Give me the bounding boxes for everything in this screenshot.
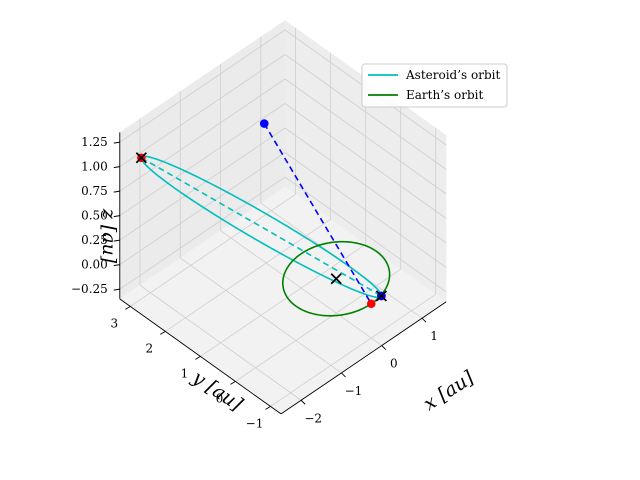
z-tick-2 — [113, 239, 120, 242]
legend: Asteroid’s orbit Earth’s orbit — [361, 63, 508, 108]
grid-z-back-2 — [119, 127, 286, 241]
dot-marker-2 — [366, 299, 376, 309]
grid-z-side-5 — [284, 54, 447, 170]
axis-lines — [113, 132, 447, 415]
x-tick-label-3: 1 — [430, 329, 438, 343]
series-line-earth-orbit — [281, 240, 391, 317]
grid-z-side-0 — [284, 176, 447, 293]
z-tick-4 — [113, 190, 120, 193]
x-tick-2 — [381, 345, 387, 350]
x-marker-stroke-b-0 — [330, 273, 342, 285]
x-tick-3 — [421, 317, 427, 323]
grid-z-side-1 — [284, 152, 447, 268]
grid-y-floor-0 — [270, 293, 436, 407]
y-tick-label-0: −1 — [246, 416, 264, 430]
data-layer — [135, 119, 391, 317]
grid-y-floor-2 — [200, 243, 366, 357]
z-tick-3 — [113, 215, 120, 218]
z-tick-5 — [113, 166, 120, 169]
grid-z-back-0 — [119, 176, 286, 290]
grid-lines — [119, 27, 447, 407]
grid-z-back-6 — [119, 29, 286, 143]
grid-y-floor-1 — [235, 268, 401, 382]
z-tick-label-2: 0.25 — [81, 233, 108, 247]
x-tick-label-2: 0 — [390, 357, 398, 371]
legend-label-asteroid: Asteroid’s orbit — [405, 68, 500, 82]
z-tick-0 — [113, 288, 120, 291]
dashed-line-1 — [263, 123, 372, 305]
x-tick-label-0: −2 — [304, 411, 322, 425]
legend-label-earth: Earth’s orbit — [406, 88, 483, 102]
x-tick-0 — [300, 399, 306, 405]
y-tick-3 — [160, 331, 166, 335]
grid-y-floor-4 — [130, 193, 296, 307]
dot-marker-3 — [259, 119, 269, 128]
grid-z-back-5 — [119, 54, 286, 167]
legend-frame — [361, 63, 508, 108]
z-tick-label-3: 0.50 — [81, 209, 108, 223]
z-tick-label-5: 1.00 — [81, 160, 108, 174]
y-tick-1 — [230, 381, 236, 385]
y-tick-label-1: 0 — [216, 391, 224, 405]
grid-z-back-3 — [119, 103, 286, 216]
x-marker-0 — [330, 273, 342, 285]
x-tick-1 — [341, 372, 346, 378]
x-axis-label: x [au] — [420, 366, 479, 415]
grid-z-back-4 — [119, 78, 286, 192]
x-marker-1 — [135, 152, 147, 164]
z-tick-label-1: 0.00 — [81, 258, 108, 272]
y-axis-line — [119, 298, 282, 415]
x-axis-line — [280, 301, 447, 415]
tick-labels: −2 −1 0 1 −1 0 1 2 3 −0.25 0.00 0.25 0.50 0.75 1.00 1.2… — [71, 135, 438, 430]
z-tick-label-0: −0.25 — [71, 282, 108, 296]
x-tick-label-1: −1 — [345, 384, 363, 398]
z-axis-label: z [au] — [98, 208, 120, 264]
z-tick-6 — [113, 141, 120, 144]
x-marker-stroke-b-2 — [375, 290, 388, 302]
grid-z-back-1 — [119, 152, 286, 265]
z-tick-1 — [113, 264, 120, 267]
x-marker-stroke-b-1 — [135, 152, 147, 164]
y-tick-label-2: 1 — [181, 366, 189, 380]
z-tick-label-4: 0.75 — [81, 184, 108, 198]
x-marker-2 — [375, 290, 388, 302]
y-tick-0 — [265, 406, 271, 410]
grid-z-side-2 — [284, 127, 447, 244]
grid-z-side-4 — [284, 78, 447, 195]
z-tick-label-6: 1.25 — [81, 135, 108, 149]
grid-y-floor-3 — [165, 218, 331, 332]
y-tick-4 — [125, 306, 131, 310]
dashed-line-0 — [140, 157, 382, 297]
y-tick-2 — [195, 356, 201, 360]
y-tick-label-3: 2 — [146, 341, 154, 355]
y-tick-label-4: 3 — [110, 316, 118, 330]
grid-z-side-3 — [284, 103, 447, 219]
